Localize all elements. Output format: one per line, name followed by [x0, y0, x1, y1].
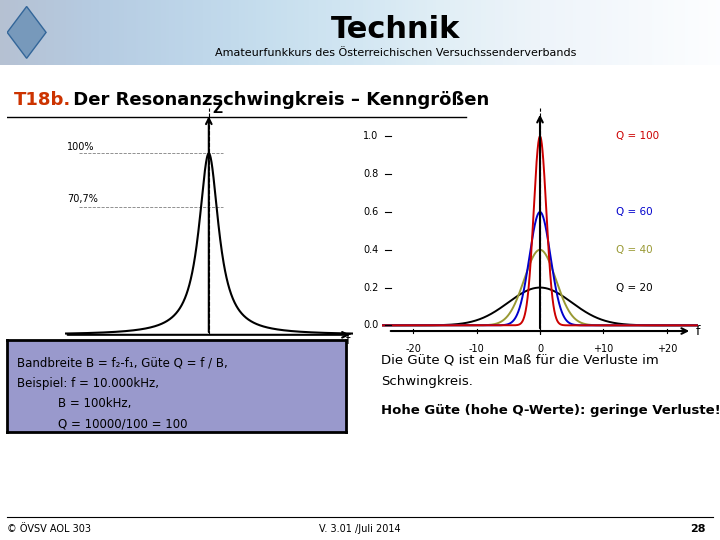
Polygon shape	[7, 6, 46, 58]
Text: 28: 28	[690, 524, 706, 534]
Text: f: f	[696, 325, 700, 338]
Text: T18b.: T18b.	[14, 91, 71, 109]
Text: © ÖVSV AOL 303: © ÖVSV AOL 303	[7, 524, 91, 534]
Text: -10: -10	[469, 345, 485, 354]
Text: +10: +10	[593, 345, 613, 354]
Text: 0: 0	[537, 345, 543, 354]
Text: Q = 10000/100 = 100: Q = 10000/100 = 100	[58, 417, 187, 430]
Text: Bandbreite B = f₂-f₁, Güte Q = f / B,: Bandbreite B = f₂-f₁, Güte Q = f / B,	[17, 357, 228, 370]
Text: -20: -20	[405, 345, 421, 354]
Text: 0.0: 0.0	[363, 320, 379, 330]
Text: Z: Z	[212, 103, 222, 117]
Text: Q = 20: Q = 20	[616, 282, 652, 293]
Text: Q = 40: Q = 40	[616, 245, 652, 255]
Text: Technik: Technik	[331, 15, 461, 44]
Text: 1.0: 1.0	[363, 131, 379, 141]
Text: Hohe Güte (hohe Q-Werte): geringe Verluste!: Hohe Güte (hohe Q-Werte): geringe Verlus…	[381, 404, 720, 417]
Text: +20: +20	[657, 345, 677, 354]
Text: 0.2: 0.2	[363, 282, 379, 293]
Text: Bandbreite: Bandbreite	[178, 356, 240, 366]
Text: Der Resonanzschwingkreis – Kenngrößen: Der Resonanzschwingkreis – Kenngrößen	[67, 91, 490, 109]
Text: Die Güte Q ist ein Maß für die Verluste im: Die Güte Q ist ein Maß für die Verluste …	[381, 354, 659, 367]
Text: Amateurfunkkurs des Österreichischen Versuchssenderverbands: Amateurfunkkurs des Österreichischen Ver…	[215, 48, 577, 58]
Text: 0.4: 0.4	[363, 245, 379, 255]
Text: V. 3.01 /Juli 2014: V. 3.01 /Juli 2014	[319, 524, 401, 534]
Text: f: f	[346, 334, 350, 347]
Text: Q = 100: Q = 100	[616, 131, 659, 141]
Text: Q = 60: Q = 60	[616, 207, 652, 217]
Text: 0.6: 0.6	[363, 207, 379, 217]
Text: 70,7%: 70,7%	[67, 194, 98, 204]
Text: 0.8: 0.8	[363, 169, 379, 179]
Text: Beispiel: f = 10.000kHz,: Beispiel: f = 10.000kHz,	[17, 377, 159, 390]
Text: B = 100kHz,: B = 100kHz,	[58, 397, 131, 410]
Text: Schwingkreis.: Schwingkreis.	[381, 375, 473, 388]
Text: 100%: 100%	[67, 141, 95, 152]
